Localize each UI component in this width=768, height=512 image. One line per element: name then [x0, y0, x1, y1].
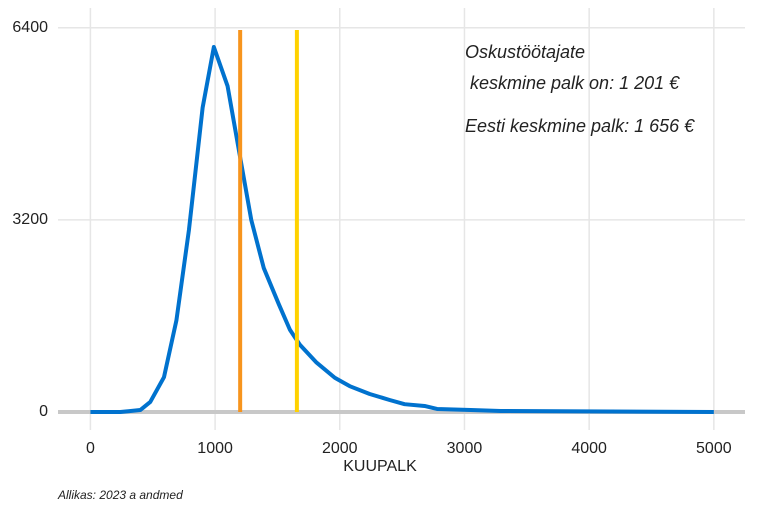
x-tick-label: 3000 [447, 440, 483, 457]
annotation: Eesti keskmine palk: 1 656 € [465, 116, 695, 136]
x-axis-label: KUUPALK [343, 458, 417, 475]
y-tick-label: 6400 [12, 19, 48, 36]
y-tick-label: 3200 [12, 211, 48, 228]
annotation: Oskustöötajate [465, 42, 585, 62]
x-tick-label: 5000 [696, 440, 732, 457]
annotation: keskmine palk on: 1 201 € [465, 73, 680, 93]
x-tick-label: 0 [86, 440, 95, 457]
source-note: Allikas: 2023 a andmed [57, 488, 183, 502]
x-tick-label: 2000 [322, 440, 358, 457]
x-tick-label: 1000 [197, 440, 233, 457]
line-series [90, 45, 714, 414]
y-tick-label: 0 [39, 403, 48, 420]
x-tick-label: 4000 [571, 440, 607, 457]
